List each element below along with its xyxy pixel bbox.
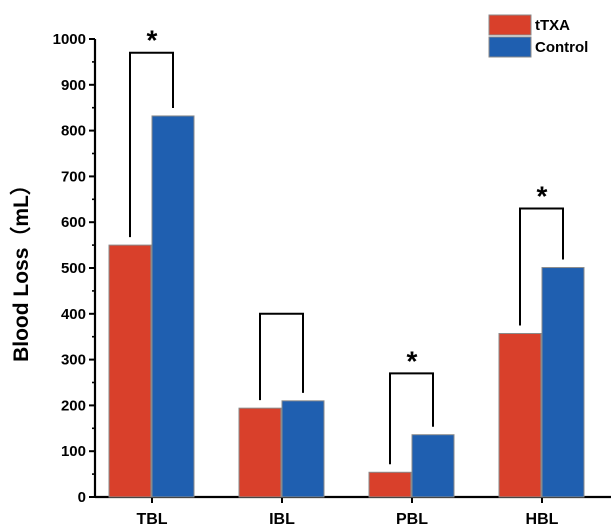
x-tick-label: PBL bbox=[396, 511, 428, 527]
legend-label-ttxa: tTXA bbox=[535, 17, 570, 34]
significance-star: * bbox=[407, 345, 418, 376]
y-tick-label: 700 bbox=[61, 168, 86, 185]
bar-ttxa-hbl bbox=[498, 332, 542, 498]
y-axis-title: Blood Loss（mL） bbox=[9, 174, 33, 362]
y-tick-label: 1000 bbox=[53, 31, 86, 48]
bar-ttxa-pbl bbox=[368, 471, 412, 498]
bar-control-ibl bbox=[281, 400, 325, 498]
significance-bracket bbox=[129, 51, 174, 238]
bar-ttxa-ibl bbox=[238, 407, 282, 498]
significance-bracket bbox=[389, 372, 434, 465]
significance-bracket bbox=[259, 312, 304, 401]
x-tick-label: TBL bbox=[136, 511, 167, 527]
bar-ttxa-tbl bbox=[108, 244, 152, 498]
bar-control-tbl bbox=[151, 115, 195, 498]
legend-swatch-ttxa bbox=[488, 14, 532, 36]
x-tick-label: HBL bbox=[526, 511, 559, 527]
legend-swatch-control bbox=[488, 36, 532, 58]
significance-star: * bbox=[537, 180, 548, 211]
y-tick-label: 100 bbox=[61, 443, 86, 460]
x-tick-label: IBL bbox=[269, 511, 295, 527]
y-tick-label: 0 bbox=[78, 489, 86, 506]
significance-bracket bbox=[519, 207, 564, 326]
significance-star: * bbox=[147, 25, 158, 56]
bar-control-pbl bbox=[411, 434, 455, 498]
y-tick-label: 800 bbox=[61, 123, 86, 140]
plot-area: 0 100 200 300 400 500 600 700 800 900 1000 TBL IBL PB… bbox=[53, 25, 611, 527]
y-tick-label: 600 bbox=[61, 214, 86, 231]
y-tick-label: 900 bbox=[61, 77, 86, 94]
y-tick-label: 300 bbox=[61, 352, 86, 369]
legend: tTXA Control bbox=[488, 14, 588, 58]
bar-control-hbl bbox=[541, 267, 585, 498]
y-tick-label: 400 bbox=[61, 306, 86, 323]
y-tick-label: 500 bbox=[61, 260, 86, 277]
legend-label-control: Control bbox=[535, 39, 588, 56]
y-tick-label: 200 bbox=[61, 397, 86, 414]
